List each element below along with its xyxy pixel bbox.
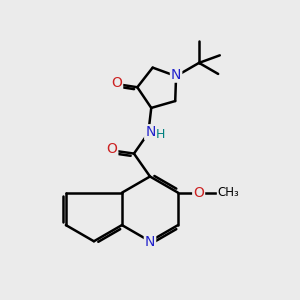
Text: N: N bbox=[171, 68, 181, 82]
Text: N: N bbox=[145, 235, 155, 249]
Text: O: O bbox=[111, 76, 122, 90]
Text: O: O bbox=[106, 142, 117, 156]
Text: N: N bbox=[145, 125, 156, 139]
Text: H: H bbox=[156, 128, 165, 141]
Text: O: O bbox=[193, 186, 204, 200]
Text: CH₃: CH₃ bbox=[218, 186, 239, 199]
